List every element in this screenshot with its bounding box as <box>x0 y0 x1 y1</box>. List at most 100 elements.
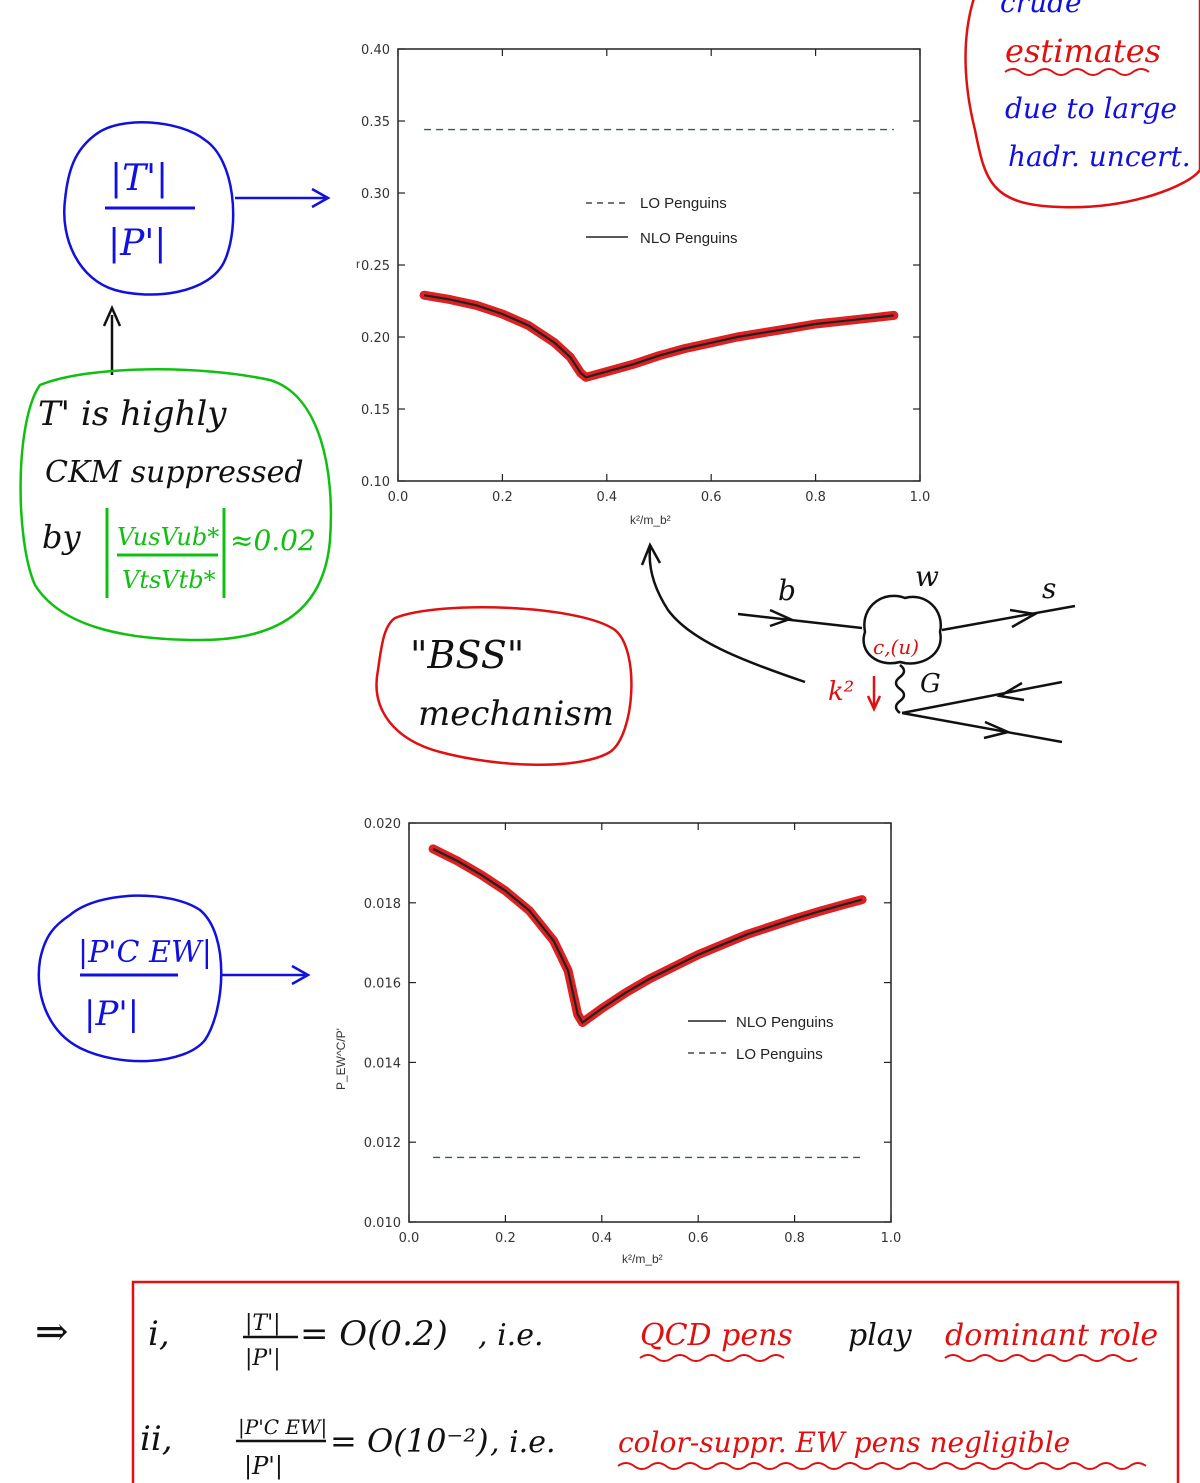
ckm-approx-value: ≈0.02 <box>230 524 316 557</box>
underline-squiggle <box>1004 68 1150 76</box>
cloud-outline <box>375 606 633 766</box>
y-tick-label: 0.20 <box>361 331 390 346</box>
label-loop-quark: c,(u) <box>873 635 919 659</box>
summary-frame <box>131 1280 1180 1483</box>
y-tick-label: 0.014 <box>364 1056 401 1071</box>
s-quark-line <box>941 604 1076 632</box>
antiquark-line <box>901 680 1063 715</box>
label-k2: k² <box>828 677 854 707</box>
formula-denominator: |P'| <box>244 1452 283 1481</box>
x-tick-label: 0.0 <box>399 1231 420 1246</box>
y-tick-label: 0.020 <box>364 817 401 832</box>
chart-pew-ratio: 0.010 0.012 0.014 0.016 0.018 0.020 0.0 0.2 0.4… <box>334 817 901 1266</box>
y-axis-label: r <box>356 257 360 271</box>
series-highlight-nlo-penguins <box>419 290 899 382</box>
x-tick-label: 0.4 <box>596 490 617 505</box>
x-tick-label: 0.2 <box>492 490 513 505</box>
formula-rhs: = O(0.2) <box>300 1314 448 1354</box>
arrow-head-icon <box>311 187 331 209</box>
series-line-nlo-penguins <box>423 294 895 379</box>
ie-text: , i.e. <box>478 1318 544 1353</box>
y-ticks: 0.10 0.15 0.20 0.25 0.30 0.35 0.40 <box>361 43 920 490</box>
label-gluon: G <box>920 669 941 699</box>
summary-box: ⇒ i, |T'| |P'| = O(0.2) , i.e. QCD pens … <box>35 1280 1180 1483</box>
y-axis-label: P_EW^C/P' <box>334 1028 348 1090</box>
y-tick-label: 0.25 <box>361 259 390 274</box>
ratio-numerator: |P'C EW| <box>78 935 212 970</box>
arrow-head-icon <box>640 542 662 566</box>
y-tick-label: 0.010 <box>364 1216 401 1231</box>
arrow-head-icon <box>102 304 122 327</box>
gluon-line <box>894 664 906 714</box>
y-tick-label: 0.35 <box>361 115 390 130</box>
ckm-denominator: VtsVtb* <box>122 566 216 594</box>
cloud-outline <box>964 0 1200 209</box>
arrow-head-icon <box>769 608 794 628</box>
x-tick-label: 0.8 <box>805 490 826 505</box>
legend-label-nlo: NLO Penguins <box>736 1014 834 1031</box>
note-crude-estimates: crude estimates due to large hadr. uncer… <box>964 0 1200 209</box>
highlight-text: color-suppr. EW pens negligible <box>618 1426 1070 1459</box>
series-group <box>428 844 867 1159</box>
formula-numerator: |P'C EW| <box>238 1415 327 1440</box>
bss-title: "BSS" <box>410 633 524 677</box>
x-ticks: 0.0 0.2 0.4 0.6 0.8 1.0 <box>388 49 931 505</box>
quark-line <box>901 711 1063 744</box>
note-line: hadr. uncert. <box>1008 140 1191 173</box>
highlight-text: QCD pens <box>640 1318 793 1353</box>
x-axis-label: k²/m_b² <box>630 513 671 527</box>
series-highlight-nlo-penguins <box>428 844 867 1027</box>
x-tick-label: 1.0 <box>881 1231 902 1246</box>
note-t-over-p: |T'| |P'| <box>63 121 331 296</box>
legend-label-lo: LO Penguins <box>736 1046 823 1063</box>
feynman-diagram: b w s c,(u) G k² <box>640 542 1076 744</box>
y-tick-label: 0.30 <box>361 187 390 202</box>
ratio-denominator: |P'| <box>84 994 139 1034</box>
implies-arrow: ⇒ <box>35 1309 69 1355</box>
cloud-outline <box>19 368 333 642</box>
formula-rhs: = O(10⁻²) <box>330 1422 489 1460</box>
y-tick-label: 0.40 <box>361 43 390 58</box>
arrow-head-icon <box>866 695 882 712</box>
legend-label-nlo: NLO Penguins <box>640 230 738 247</box>
x-ticks: 0.0 0.2 0.4 0.6 0.8 1.0 <box>399 823 902 1246</box>
ckm-numerator: VusVub* <box>117 523 219 551</box>
x-tick-label: 0.2 <box>495 1231 516 1246</box>
arrow-head-icon <box>1009 608 1039 629</box>
cloud-outline <box>63 121 235 296</box>
underline-squiggle <box>639 1354 785 1362</box>
y-tick-label: 0.016 <box>364 977 401 992</box>
note-line: by <box>42 518 81 556</box>
ratio-denominator: |P'| <box>108 223 166 264</box>
label-b: b <box>778 574 796 607</box>
highlight-text: dominant role <box>945 1318 1158 1353</box>
note-ckm-suppressed: T' is highly CKM suppressed by VusVub* V… <box>19 368 333 642</box>
plain-text: play <box>848 1318 913 1353</box>
arrow-head-icon <box>983 720 1012 740</box>
plot-frame <box>408 822 892 1223</box>
label-s: s <box>1042 572 1056 605</box>
y-ticks: 0.010 0.012 0.014 0.016 0.018 0.020 <box>364 817 891 1231</box>
series-line-nlo-penguins <box>432 847 863 1025</box>
arrow-to-axis <box>648 547 806 684</box>
underline-squiggle <box>944 1354 1138 1362</box>
y-tick-label: 0.018 <box>364 897 401 912</box>
label-w: w <box>915 560 939 593</box>
x-tick-label: 1.0 <box>910 490 931 505</box>
plot-frame <box>397 48 921 482</box>
arrow-head-icon <box>291 964 311 986</box>
note-line: crude <box>1000 0 1082 19</box>
y-tick-label: 0.15 <box>361 403 390 418</box>
w-loop <box>862 594 943 665</box>
x-tick-label: 0.6 <box>688 1231 709 1246</box>
item-index: i, <box>148 1314 170 1354</box>
legend-label-lo: LO Penguins <box>640 195 727 212</box>
note-line: estimates <box>1005 32 1161 70</box>
formula-numerator: |T'| <box>245 1311 281 1336</box>
y-tick-label: 0.10 <box>361 475 390 490</box>
bss-subtitle: mechanism <box>418 694 614 734</box>
x-tick-label: 0.6 <box>701 490 722 505</box>
underline-squiggle <box>617 1462 1147 1470</box>
